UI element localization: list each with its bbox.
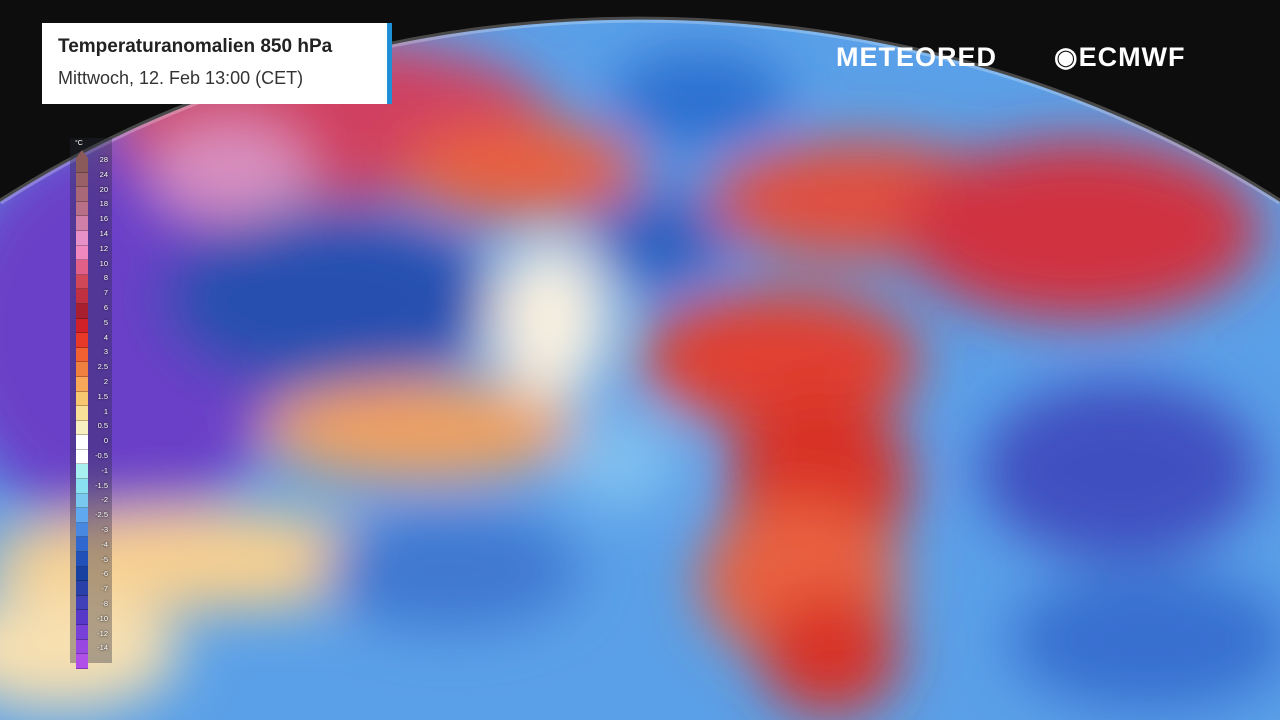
legend-label: 0.5 [97, 421, 108, 431]
legend-label: 2.5 [97, 362, 108, 372]
legend-label: 1 [103, 406, 108, 416]
legend-label: 2 [103, 377, 108, 386]
legend-swatch [76, 479, 88, 494]
legend-swatch [76, 274, 88, 290]
color-legend: °C 28 24 20 18 16 14 12 10 8 7 6 5 4 3 2.5 2 1.5 1 0.5 0 -0.… [70, 138, 112, 669]
legend-swatch [76, 376, 88, 392]
legend-label: 18 [99, 199, 108, 209]
legend-label: -7 [101, 584, 108, 594]
legend-swatch [76, 362, 88, 377]
legend-label: -1 [101, 465, 108, 475]
legend-label: -0.5 [95, 451, 108, 460]
legend-label: -4 [101, 539, 108, 549]
legend-label: 7 [103, 288, 108, 298]
legend-label: 12 [99, 243, 108, 253]
meteored-logo: METEORED [836, 42, 998, 72]
legend-label: -5 [101, 554, 108, 564]
legend-label: 1.5 [97, 391, 108, 401]
legend-unit: °C [75, 140, 83, 147]
legend-label: 0 [103, 436, 108, 446]
legend-label: -1.5 [95, 480, 108, 490]
legend-swatch [76, 391, 88, 407]
legend-label: -2 [101, 495, 108, 505]
legend-label: -2.5 [95, 510, 108, 520]
legend-label: 14 [99, 229, 108, 238]
legend-label: 16 [99, 214, 108, 224]
legend-swatch [76, 581, 88, 596]
legend-swatch [76, 522, 88, 538]
legend-swatch [76, 245, 88, 261]
legend-label: -10 [97, 613, 108, 623]
title-panel: Temperaturanomalien 850 hPa Mittwoch, 12… [42, 23, 392, 104]
legend-swatch [76, 158, 88, 173]
legend-swatch [76, 552, 88, 567]
legend-swatch [76, 333, 88, 348]
legend-swatch [76, 172, 88, 188]
legend-swatch [76, 610, 88, 625]
ecmwf-logo: ◉ECMWF [1054, 42, 1186, 72]
legend-label: 28 [99, 155, 108, 164]
legend-label: 3 [103, 347, 108, 357]
legend-swatch [76, 420, 88, 436]
legend-swatch [76, 537, 88, 553]
legend-swatch [76, 464, 88, 480]
legend-swatch [76, 406, 88, 421]
legend-label: 20 [99, 184, 108, 194]
legend-label: 5 [103, 317, 108, 327]
legend-swatch [76, 639, 88, 655]
legend-label: 24 [99, 169, 108, 179]
map-datetime: Mittwoch, 12. Feb 13:00 (CET) [58, 68, 304, 88]
map-title: Temperaturanomalien 850 hPa [58, 36, 333, 57]
globe-rim [0, 16, 1280, 205]
legend-swatch [76, 187, 88, 202]
legend-label: 8 [103, 273, 108, 283]
legend-swatch [76, 347, 88, 363]
legend-swatch [76, 654, 88, 669]
legend-swatch [76, 508, 88, 523]
legend-swatch [76, 289, 88, 304]
legend-swatch [76, 303, 88, 319]
legend-color-bar [76, 158, 88, 669]
legend-swatch [76, 318, 88, 334]
legend-label: -12 [97, 628, 108, 638]
legend-swatch [76, 260, 88, 275]
legend-swatch [76, 449, 88, 465]
legend-label: -6 [101, 569, 108, 579]
legend-label: -14 [97, 643, 108, 653]
legend-label: -3 [101, 525, 108, 534]
legend-swatch [76, 216, 88, 231]
legend-swatch [76, 201, 88, 217]
legend-arrow-icon [76, 150, 88, 158]
legend-swatch [76, 595, 88, 611]
legend-swatch [76, 493, 88, 509]
legend-swatch [76, 230, 88, 246]
legend-swatch [76, 435, 88, 450]
legend-label: 10 [99, 258, 108, 268]
ecmwf-icon: ◉ [1054, 42, 1079, 72]
legend-swatch [76, 566, 88, 582]
legend-label: 6 [103, 303, 108, 312]
legend-label: -8 [101, 599, 108, 608]
legend-label: 4 [103, 332, 108, 342]
legend-swatch [76, 625, 88, 640]
